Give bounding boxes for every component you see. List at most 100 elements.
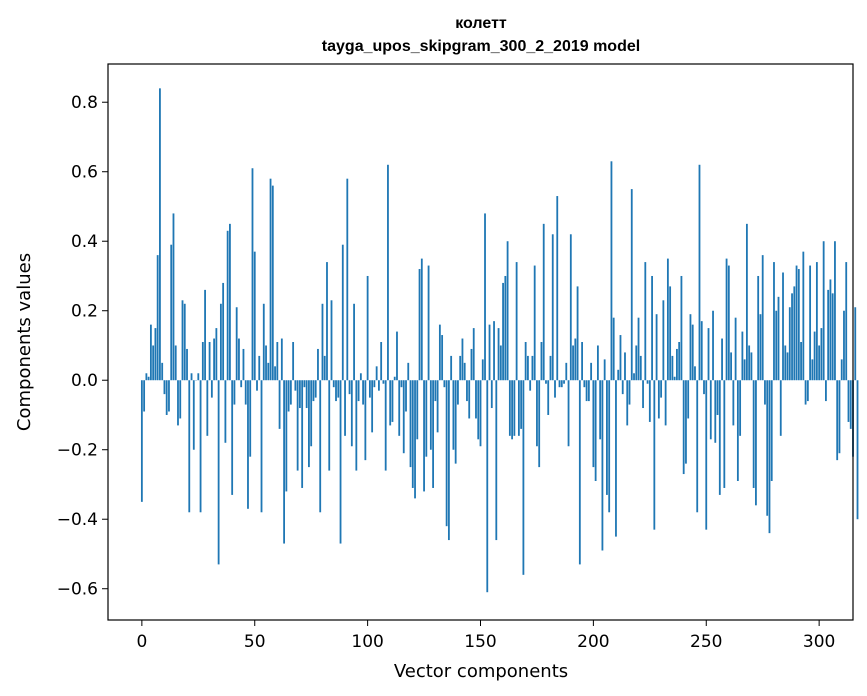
bar	[459, 355, 462, 381]
bar	[222, 282, 225, 381]
bar	[840, 359, 843, 381]
y-axis: −0.6 −0.4 −0.2 0.0 0.2 0.4 0.6 0.8	[57, 93, 108, 600]
bar	[170, 244, 173, 381]
x-axis: 0 50 100 150 200 250 300	[136, 620, 835, 652]
bar	[637, 317, 640, 381]
bar	[493, 321, 495, 381]
bar	[152, 345, 155, 381]
bar	[308, 380, 310, 468]
bar	[795, 265, 798, 381]
bar	[554, 380, 556, 398]
bar	[730, 352, 732, 381]
bar	[488, 324, 491, 381]
bar	[766, 380, 769, 516]
bar	[829, 279, 832, 381]
bar	[348, 380, 351, 395]
bar	[734, 317, 737, 381]
y-axis-label: Components values	[14, 253, 35, 431]
bar	[581, 342, 583, 381]
bar	[517, 380, 520, 436]
bar	[556, 196, 559, 381]
bar	[633, 373, 635, 381]
bar	[310, 380, 313, 447]
bar	[183, 303, 186, 381]
bar	[411, 380, 414, 488]
bar	[368, 380, 371, 398]
bar	[854, 307, 857, 381]
bar	[511, 380, 514, 440]
bar	[260, 380, 263, 513]
bar	[466, 380, 468, 402]
bar	[698, 164, 701, 381]
bar	[682, 380, 685, 475]
bar	[615, 380, 617, 537]
bar	[592, 380, 595, 468]
chart-title-line1: колетт	[455, 15, 507, 32]
bar	[834, 241, 836, 381]
bar	[551, 234, 554, 381]
bar	[353, 303, 355, 381]
bar	[813, 331, 816, 381]
bar	[705, 380, 708, 530]
bar	[689, 314, 692, 381]
bar	[748, 345, 751, 381]
bar	[725, 258, 728, 381]
bar	[644, 262, 647, 381]
bar	[736, 380, 739, 481]
bar	[208, 342, 211, 381]
bar	[357, 380, 360, 402]
bar	[359, 373, 362, 381]
bar	[407, 362, 410, 381]
bar	[687, 380, 690, 419]
bar	[779, 380, 782, 436]
bar	[651, 275, 653, 381]
bar	[569, 234, 572, 381]
bar	[646, 380, 649, 384]
bar	[486, 380, 489, 593]
bar	[818, 345, 821, 381]
bar	[529, 380, 532, 391]
bar	[477, 380, 480, 440]
bar	[786, 352, 789, 381]
bar	[199, 380, 202, 513]
bar	[472, 328, 475, 381]
bar	[542, 223, 545, 381]
bar	[204, 289, 206, 381]
bar	[425, 380, 428, 457]
bar	[827, 289, 830, 381]
bar	[179, 380, 182, 419]
bar	[452, 380, 455, 450]
bar	[181, 300, 184, 381]
bar	[337, 380, 340, 398]
bar	[628, 380, 631, 405]
bar	[759, 314, 762, 381]
bar	[522, 380, 525, 575]
bar	[317, 348, 319, 381]
bar	[215, 328, 218, 381]
bar	[335, 380, 337, 402]
bar	[244, 380, 247, 405]
bar	[287, 380, 290, 412]
bar	[405, 380, 407, 412]
bar	[612, 317, 615, 381]
bar	[326, 262, 328, 381]
bar	[319, 380, 322, 513]
bar	[298, 380, 301, 409]
bar	[382, 380, 385, 384]
bar	[768, 380, 771, 534]
bar	[621, 380, 624, 395]
bar	[669, 286, 672, 381]
bar	[484, 213, 486, 381]
x-tick-label: 300	[803, 632, 835, 652]
bar	[707, 328, 710, 381]
bar	[468, 380, 471, 419]
bar	[344, 380, 346, 436]
bar	[506, 241, 509, 381]
bar	[831, 293, 834, 381]
bar	[560, 380, 563, 388]
bar	[321, 303, 324, 381]
bar	[791, 293, 793, 381]
bar	[635, 345, 638, 381]
bar	[147, 376, 150, 381]
bar	[350, 380, 353, 447]
